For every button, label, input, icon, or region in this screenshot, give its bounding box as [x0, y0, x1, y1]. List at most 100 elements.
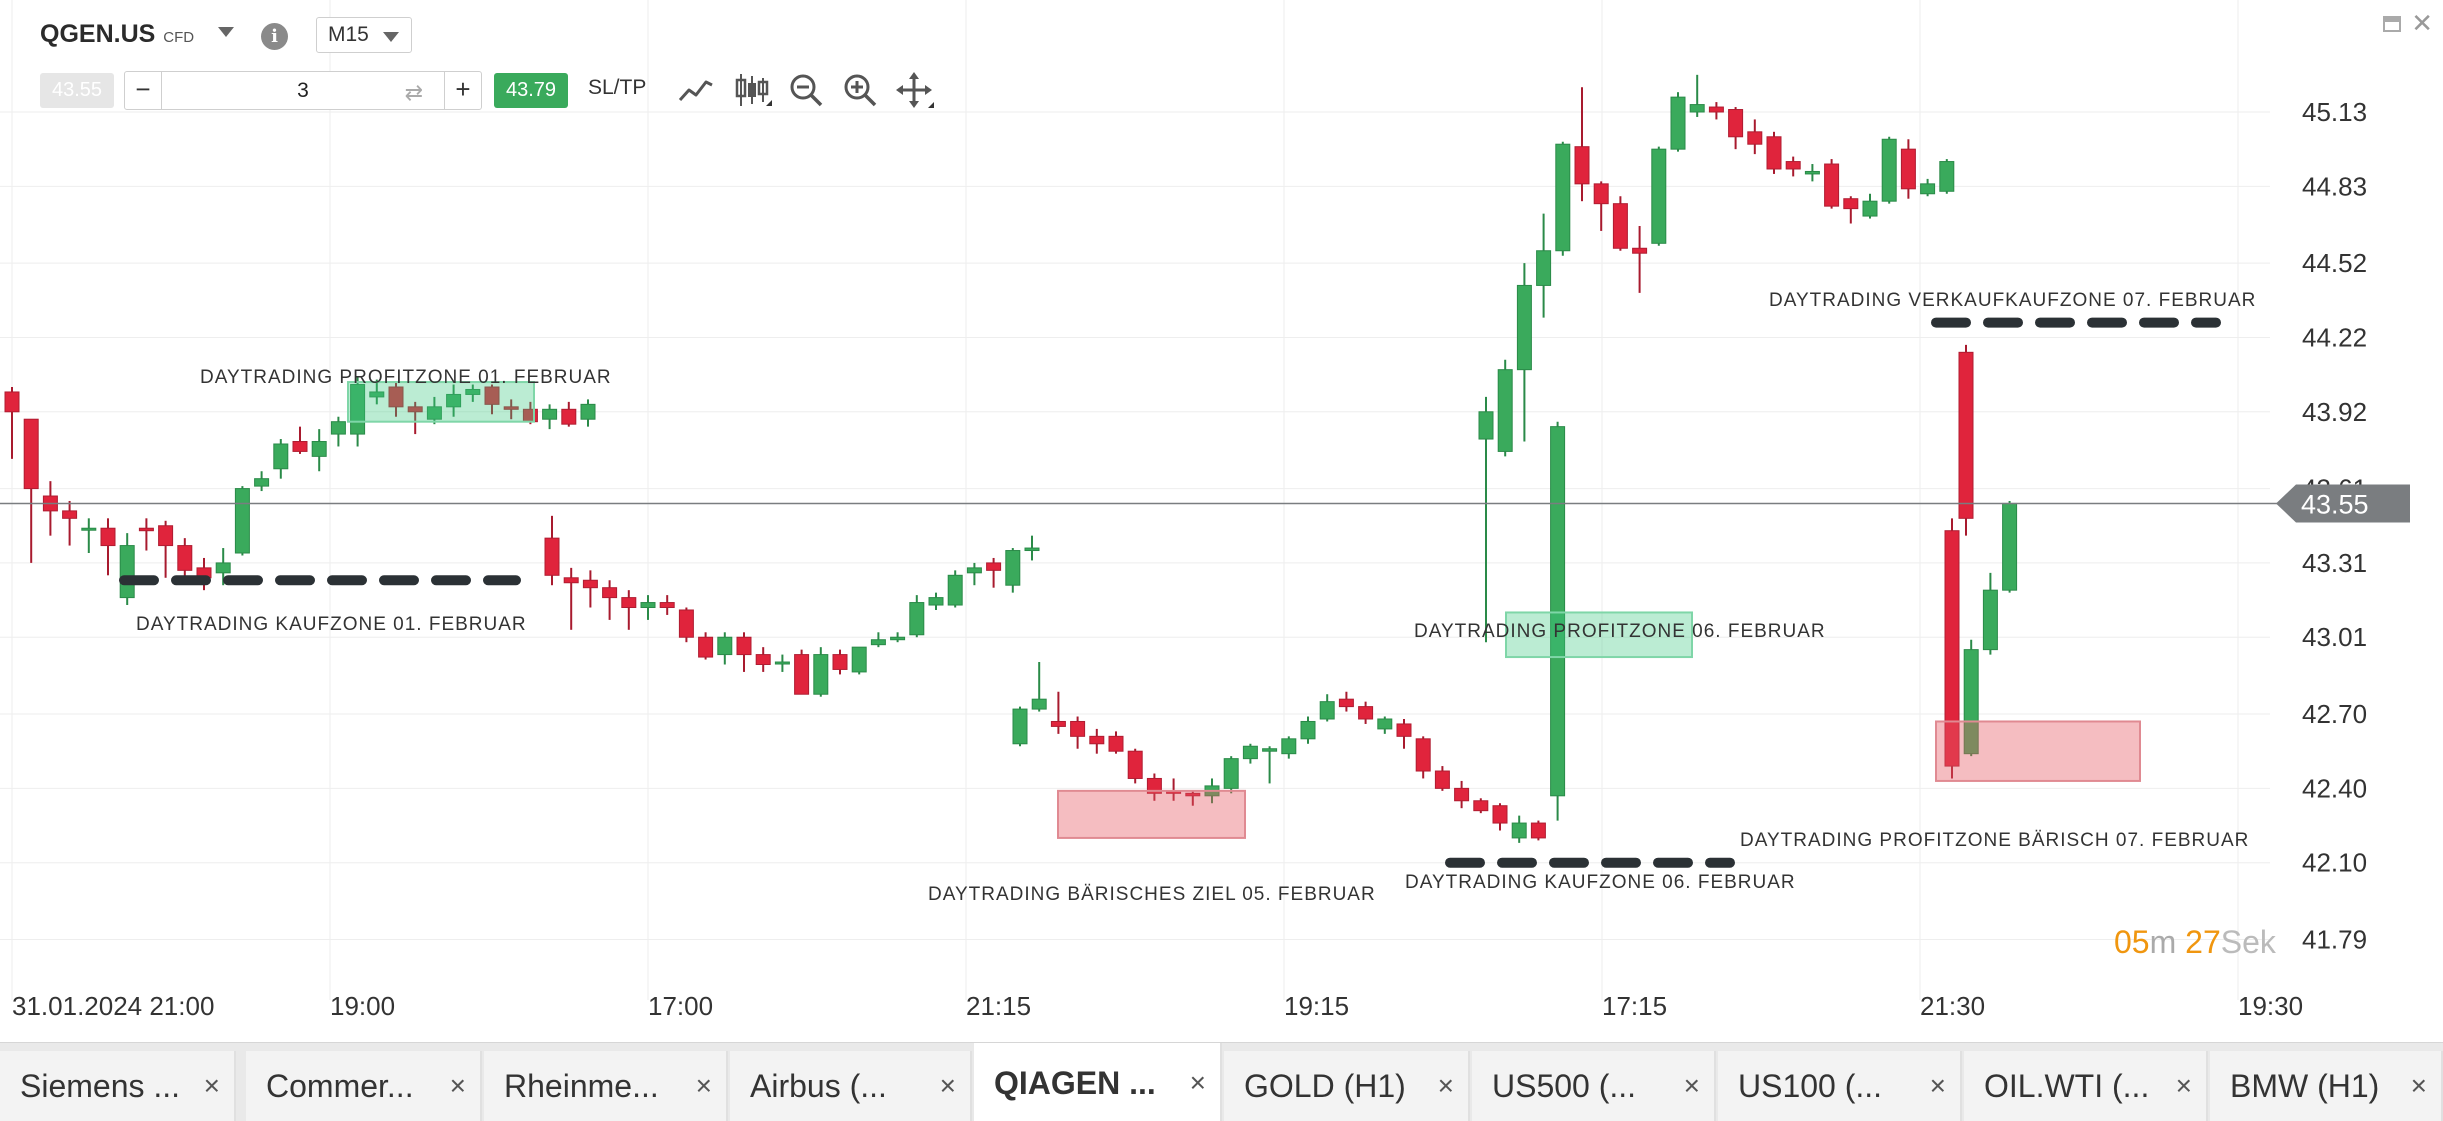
candle-body — [794, 654, 810, 695]
close-icon[interactable]: × — [2410, 1070, 2427, 1101]
price-chart[interactable]: DAYTRADING PROFITZONE 01. FEBRUAR DAYTRAD… — [0, 0, 2443, 1042]
close-icon[interactable]: × — [449, 1070, 466, 1101]
candle-body — [602, 587, 618, 599]
candle — [542, 404, 558, 430]
candle — [1478, 396, 1494, 643]
candlestick-icon[interactable] — [732, 70, 772, 110]
close-icon[interactable]: × — [1929, 1070, 1946, 1101]
tab-8[interactable]: US100 (... × — [1718, 1051, 1962, 1121]
tab-7[interactable]: US500 (... × — [1472, 1051, 1716, 1121]
tab-6[interactable]: GOLD (H1) × — [1224, 1051, 1470, 1121]
candle — [1185, 790, 1201, 806]
tab-3[interactable]: Rheinme... × — [484, 1051, 728, 1121]
candle — [544, 515, 560, 586]
candle-body — [1108, 735, 1124, 752]
buy-price-button[interactable]: 43.79 — [494, 73, 568, 108]
timeframe-select[interactable]: M15 — [316, 17, 412, 53]
candle-body — [659, 602, 675, 609]
close-icon[interactable]: × — [2175, 1070, 2192, 1101]
close-icon[interactable]: × — [1437, 1070, 1454, 1101]
candle — [1005, 548, 1021, 593]
candle — [273, 439, 289, 479]
candle — [582, 570, 598, 608]
candle-body — [81, 527, 97, 531]
candle-body — [2002, 502, 2018, 591]
candle-body — [986, 562, 1002, 571]
time-tick-label: 21:15 — [966, 991, 1031, 1021]
candle-body — [1511, 822, 1527, 839]
candle — [1108, 731, 1124, 754]
tab-10[interactable]: BMW (H1) × — [2210, 1051, 2443, 1121]
zoom-out-icon[interactable] — [786, 70, 826, 110]
swap-icon[interactable]: ⇄ — [404, 80, 423, 105]
candle-body — [1396, 723, 1412, 737]
candle-body — [1185, 792, 1201, 797]
minus-icon[interactable]: − — [125, 72, 162, 109]
tab-1[interactable]: Siemens ... × — [0, 1051, 236, 1121]
candle-body — [832, 654, 848, 670]
candle-body — [621, 597, 637, 609]
candle — [465, 384, 481, 402]
candle-body — [580, 403, 596, 420]
close-icon[interactable]: × — [1683, 1070, 1700, 1101]
chart-overlays: DAYTRADING PROFITZONE 01. FEBRUAR DAYTRAD… — [0, 290, 2280, 905]
zoom-in-icon[interactable] — [840, 70, 880, 110]
candle-body — [1958, 351, 1974, 519]
candle-body — [1747, 131, 1763, 145]
candle — [717, 632, 733, 665]
candle — [640, 595, 656, 620]
time-axis[interactable]: 31.01.2024 21:00 19:00 17:00 21:15 19:15 17:1… — [12, 991, 2303, 1021]
candle — [138, 518, 154, 551]
candle-body — [273, 443, 289, 470]
close-icon[interactable]: × — [939, 1070, 956, 1101]
candle — [1804, 164, 1820, 182]
candle — [1089, 728, 1105, 754]
candle-body — [1670, 96, 1686, 150]
candle — [1670, 92, 1686, 152]
line-chart-icon[interactable] — [676, 70, 716, 110]
tab-9[interactable]: OIL.WTI (... × — [1964, 1051, 2208, 1121]
candle — [1031, 662, 1047, 712]
close-icon[interactable]: × — [1189, 1067, 1206, 1098]
candle-body — [1516, 284, 1532, 371]
candle-body — [1708, 106, 1724, 113]
candle — [158, 520, 174, 578]
tab-2[interactable]: Commer... × — [246, 1051, 482, 1121]
candle-body — [407, 406, 423, 413]
quantity-input[interactable]: 3 — [297, 79, 309, 102]
tab-label: BMW (H1) — [2230, 1068, 2380, 1104]
timeframe-value: M15 — [328, 23, 369, 46]
tab-label: GOLD (H1) — [1244, 1068, 1406, 1104]
tab-label: OIL.WTI (... — [1984, 1068, 2150, 1104]
minimize-icon[interactable] — [2383, 15, 2402, 32]
tab-4[interactable]: Airbus (... × — [730, 1051, 972, 1121]
close-icon[interactable]: × — [695, 1070, 712, 1101]
candle — [1415, 736, 1431, 779]
chevron-down-icon — [383, 32, 399, 42]
candle-body — [426, 406, 442, 420]
symbol-name[interactable]: QGEN.US CFD — [40, 20, 195, 48]
close-icon[interactable]: × — [203, 1070, 220, 1101]
candle — [794, 649, 810, 695]
candle — [1434, 766, 1450, 791]
sltp-button[interactable]: SL/TP — [588, 76, 647, 99]
quantity-stepper[interactable]: − 3 ⇄ + — [124, 71, 482, 110]
candle-body — [446, 393, 462, 408]
instrument-type: CFD — [163, 29, 195, 46]
tab-5[interactable]: QIAGEN ... × — [974, 1043, 1222, 1121]
candle — [1632, 225, 1648, 293]
candle — [1396, 718, 1412, 749]
candle-body — [1881, 138, 1897, 202]
info-icon[interactable]: i — [261, 23, 288, 50]
plus-icon[interactable]: + — [444, 72, 481, 109]
sell-price-button[interactable]: 43.55 — [40, 73, 114, 108]
candle — [1536, 213, 1552, 318]
symbol-dropdown-icon[interactable] — [218, 27, 234, 37]
close-icon[interactable]: ✕ — [2411, 8, 2433, 38]
candle-body — [1319, 701, 1335, 720]
candle — [1963, 639, 1979, 757]
move-icon[interactable] — [894, 70, 934, 110]
candle — [100, 518, 116, 576]
price-axis[interactable]: 45.1344.8344.5244.2243.9243.6143.3143.01… — [2276, 97, 2410, 955]
candle-body — [1555, 143, 1571, 252]
